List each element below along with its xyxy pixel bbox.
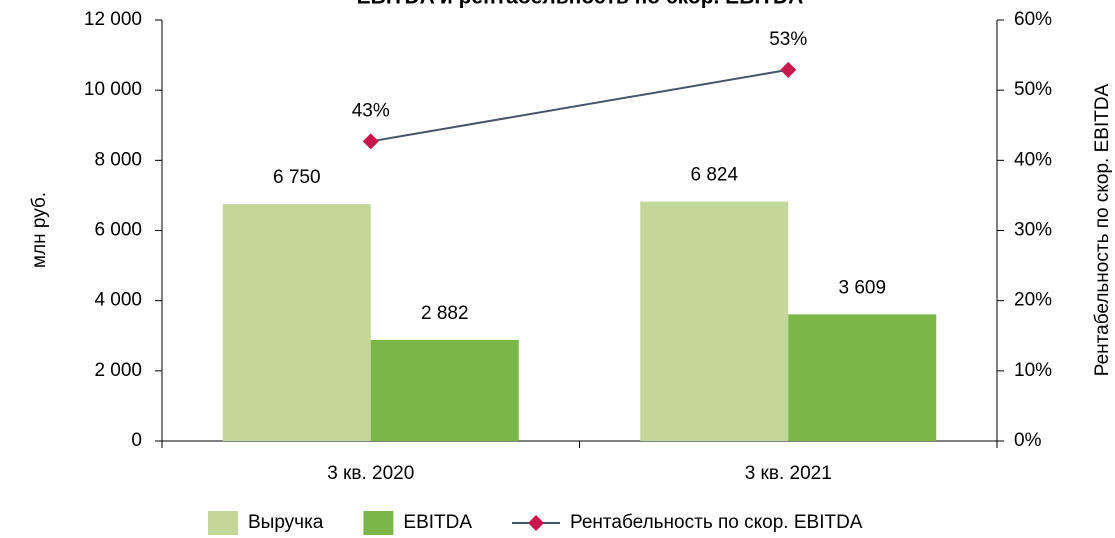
data-label: 53% bbox=[769, 29, 807, 50]
legend-marker bbox=[528, 515, 545, 531]
line bbox=[370, 68, 789, 143]
y2-tick-label: 20% bbox=[1014, 290, 1052, 311]
bar bbox=[370, 339, 519, 441]
legend-label: Выручка bbox=[248, 512, 324, 533]
chart-title: EBITDA и рентабельность по скор. EBITDA bbox=[357, 0, 804, 9]
y2-tick-label: 40% bbox=[1014, 149, 1052, 170]
y2-axis-label: Рентабельность по скор. EBITDA bbox=[1092, 83, 1113, 376]
y-tick-label: 8 000 bbox=[94, 149, 142, 170]
data-label: 6 750 bbox=[273, 167, 321, 188]
y-tick-label: 0 bbox=[131, 430, 142, 451]
legend-swatch bbox=[363, 511, 394, 535]
data-label: 43% bbox=[352, 100, 390, 121]
y-axis-label: млн руб. bbox=[29, 192, 50, 268]
legend-label: Рентабельность по скор. EBITDA bbox=[570, 512, 863, 533]
y-tick-label: 2 000 bbox=[94, 360, 142, 381]
y2-tick-label: 60% bbox=[1014, 9, 1052, 30]
bar bbox=[640, 201, 789, 441]
bar bbox=[222, 204, 371, 441]
legend-swatch bbox=[208, 511, 238, 535]
y2-tick-label: 50% bbox=[1014, 79, 1052, 100]
data-label: 2 882 bbox=[421, 303, 469, 324]
data-label: 3 609 bbox=[838, 277, 886, 298]
y-tick-label: 10 000 bbox=[84, 79, 142, 100]
y-tick-label: 4 000 bbox=[94, 290, 142, 311]
marker bbox=[780, 61, 797, 78]
y2-tick-label: 0% bbox=[1014, 430, 1042, 451]
marker bbox=[362, 133, 379, 150]
y-tick-label: 12 000 bbox=[84, 9, 142, 30]
bar bbox=[788, 314, 937, 441]
y2-tick-label: 10% bbox=[1014, 360, 1052, 381]
x-tick-label: 3 кв. 2020 bbox=[327, 463, 414, 484]
data-label: 6 824 bbox=[690, 165, 738, 186]
x-tick-label: 3 кв. 2021 bbox=[745, 463, 832, 484]
legend-label: EBITDA bbox=[403, 512, 472, 533]
y2-tick-label: 30% bbox=[1014, 220, 1052, 241]
y-tick-label: 6 000 bbox=[94, 220, 142, 241]
